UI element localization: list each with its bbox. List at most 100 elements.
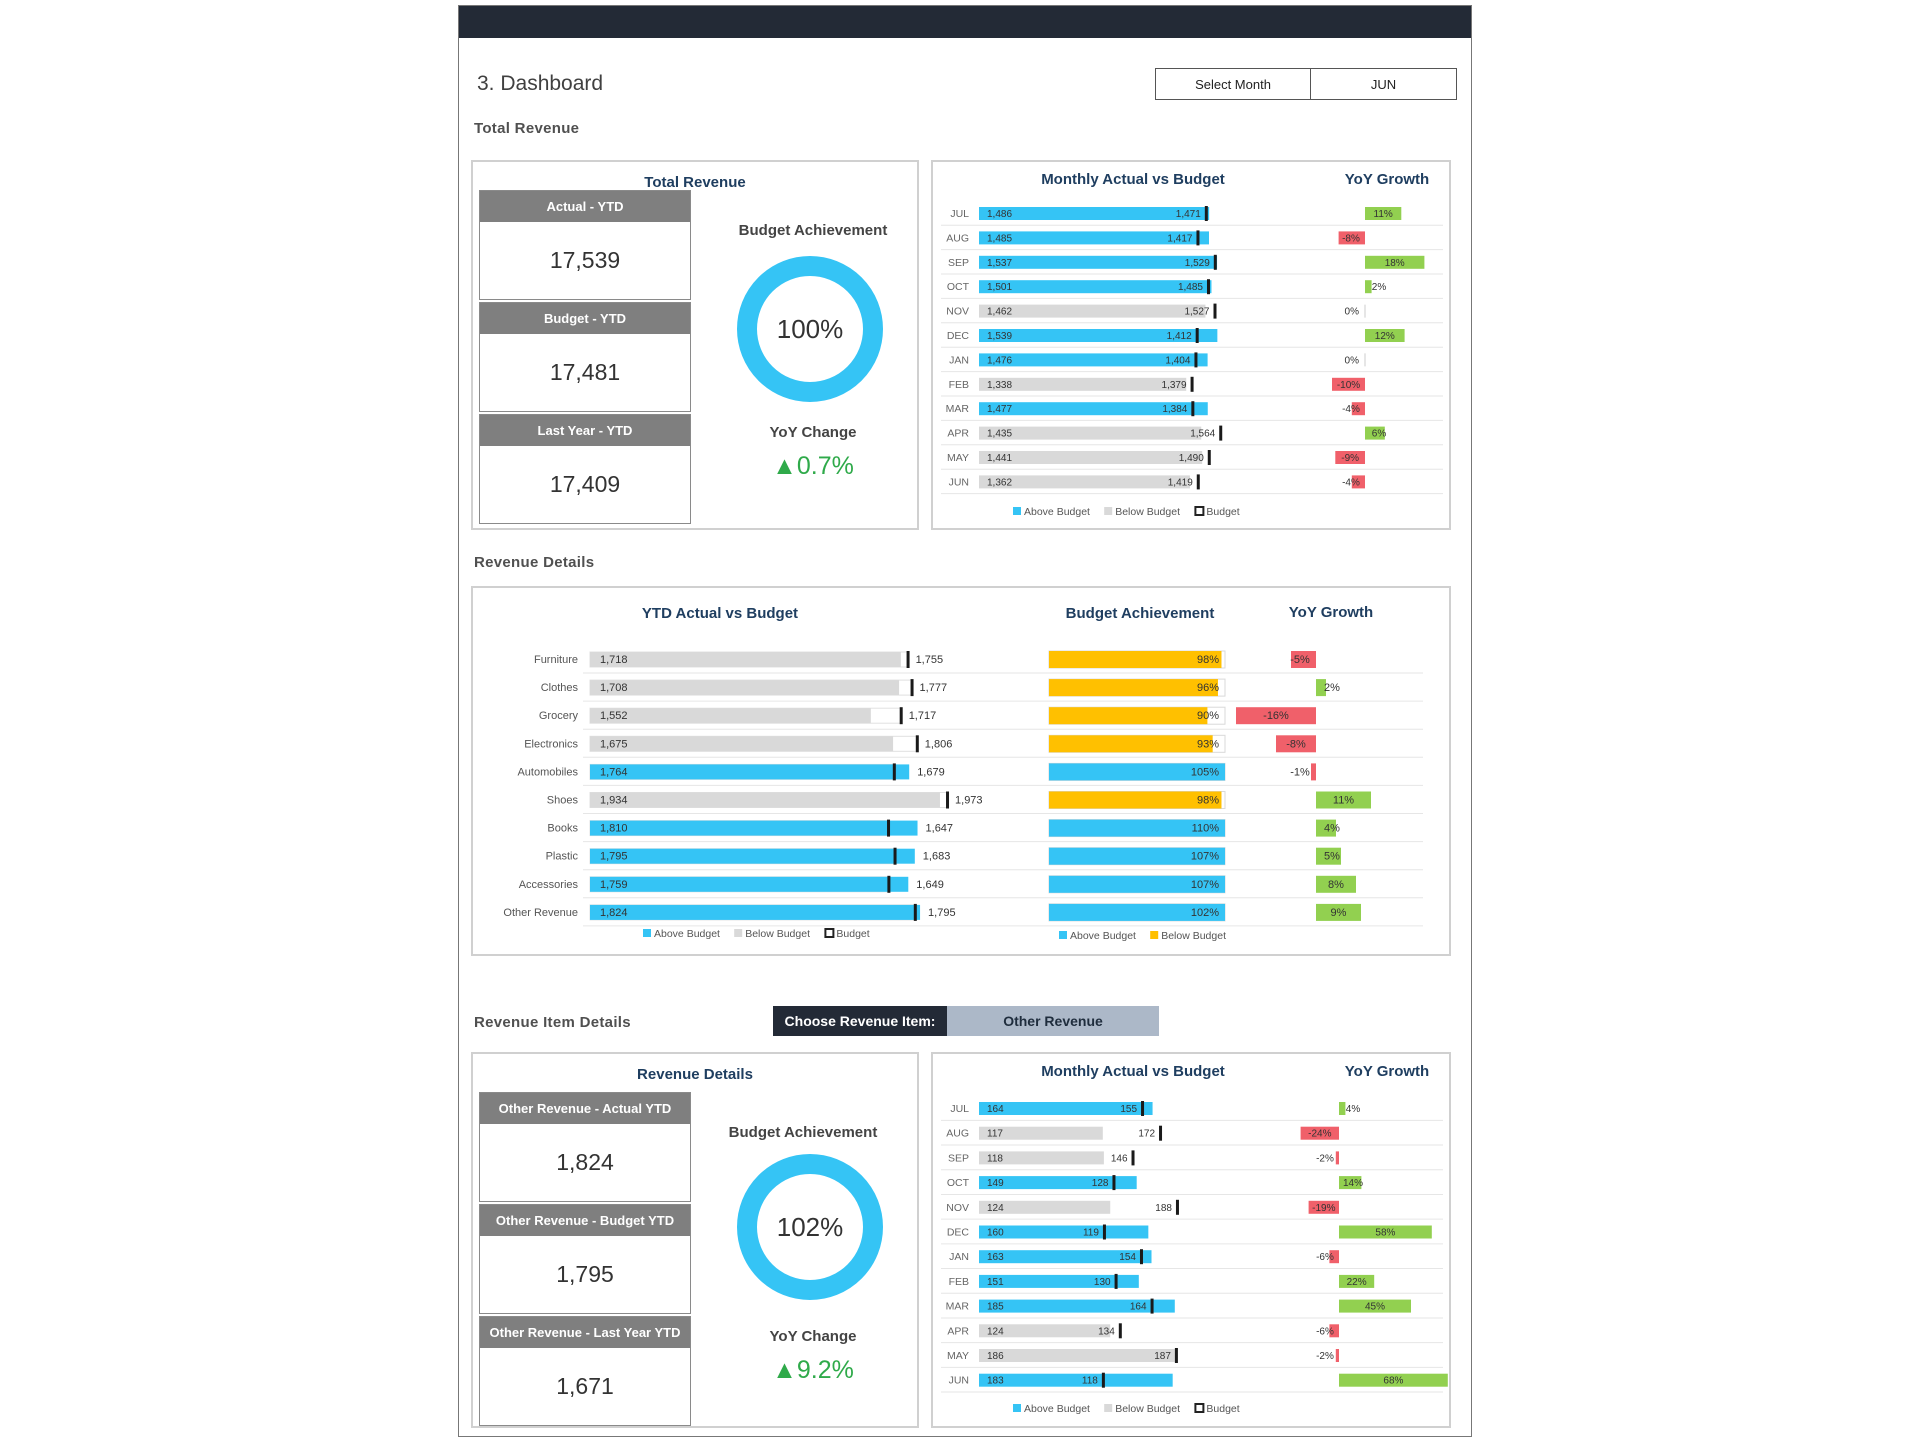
- actual-bar: [979, 207, 1210, 220]
- budget-marker: [1131, 1150, 1135, 1166]
- yoy-bar: [1316, 875, 1356, 893]
- item-yoy-change-label: YoY Change: [769, 1328, 857, 1345]
- budget-label: 1,647: [926, 823, 954, 835]
- kpi-actual-ytd: Actual - YTD 17,539: [479, 190, 691, 300]
- total-revenue-panel-title: Total Revenue: [644, 174, 746, 191]
- budget-label: 134: [1098, 1326, 1115, 1337]
- budget-marker: [1175, 1199, 1179, 1215]
- actual-bar: [590, 652, 901, 667]
- yoy-label: 11%: [1333, 795, 1354, 807]
- yoy-bar: [1316, 847, 1341, 865]
- actual-bar: [590, 764, 910, 780]
- actual-label: 1,338: [987, 380, 1012, 391]
- achievement-label: 102%: [1191, 907, 1219, 919]
- chart-title: Monthly Actual vs Budget: [1041, 171, 1225, 188]
- yoy-label: -4%: [1342, 477, 1360, 488]
- yoy-change: ▲0.7%: [713, 452, 913, 481]
- budget-marker: [1174, 1348, 1178, 1363]
- budget-marker: [1139, 1249, 1143, 1265]
- actual-bar: [979, 231, 1209, 245]
- actual-bar: [979, 1274, 1139, 1288]
- achievement-label: 105%: [1191, 766, 1219, 778]
- budget-marker: [892, 763, 896, 781]
- budget-label: 155: [1120, 1104, 1137, 1115]
- donut-ring: [737, 1154, 883, 1300]
- budget-label: 118: [1082, 1376, 1098, 1387]
- legend-label: Above Budget: [1024, 506, 1090, 518]
- month-selector[interactable]: Select Month JUN: [1155, 68, 1457, 100]
- budget-label: 1,529: [1185, 258, 1210, 269]
- select-month-value[interactable]: JUN: [1370, 76, 1397, 92]
- budget-marker: [1196, 474, 1200, 490]
- achievement-bar: [1049, 819, 1225, 837]
- section-revenue-item-details: Revenue Item Details: [474, 1014, 631, 1031]
- yoy-bar: [1291, 651, 1316, 668]
- budget-label: 164: [1130, 1302, 1147, 1313]
- legend-label: Budget: [1206, 506, 1239, 518]
- month-label: MAY: [947, 1350, 969, 1362]
- budget-marker: [1207, 450, 1211, 465]
- budget-label: 1,412: [1167, 331, 1192, 342]
- yoy-bar: [1339, 1299, 1411, 1313]
- legend-swatch: [1104, 507, 1113, 515]
- yoy-label: 11%: [1374, 209, 1393, 220]
- actual-label: 1,537: [987, 258, 1012, 269]
- budget-marker: [946, 791, 950, 809]
- budget-label: 1,490: [1179, 453, 1204, 464]
- kpi-item-budget-ytd: Other Revenue - Budget YTD 1,795: [479, 1204, 691, 1314]
- legend-swatch: [1104, 1404, 1113, 1412]
- yoy-label: 22%: [1347, 1277, 1367, 1288]
- budget-label: 1,683: [923, 851, 951, 863]
- revenue-item-chooser[interactable]: Choose Revenue Item: Other Revenue: [773, 1006, 1159, 1036]
- yoy-label: -8%: [1342, 233, 1360, 244]
- month-label: JUL: [950, 1103, 969, 1115]
- month-label: FEB: [949, 379, 969, 391]
- yoy-bar: [1351, 475, 1365, 489]
- item-revenue-panel: Revenue Details Other Revenue - Actual Y…: [471, 1052, 919, 1428]
- yoy-label: 18%: [1385, 258, 1405, 269]
- revenue-details-panel: YTD Actual vs Budget Budget Achievement Yo…: [471, 586, 1451, 956]
- select-month-label: Select Month: [1156, 69, 1311, 99]
- actual-bar: [979, 1349, 1176, 1362]
- actual-bar: [590, 680, 900, 696]
- actual-label: 1,486: [987, 209, 1012, 220]
- yoy-label: -24%: [1308, 1129, 1331, 1140]
- actual-label: 1,435: [987, 429, 1012, 440]
- budget-label: 1,649: [916, 879, 944, 891]
- month-label: APR: [947, 1325, 969, 1337]
- budget-marker: [1196, 230, 1200, 246]
- budget-label: 187: [1154, 1351, 1171, 1362]
- month-label: SEP: [948, 1152, 969, 1164]
- yoy-bar: [1339, 1102, 1346, 1115]
- yoy-label: 45%: [1365, 1302, 1385, 1313]
- actual-label: 186: [987, 1351, 1004, 1362]
- legend-label: Above Budget: [654, 928, 720, 940]
- actual-label: 1,795: [600, 851, 628, 863]
- item-yoy-change: ▲9.2%: [713, 1356, 913, 1385]
- yoy-bar: [1365, 255, 1425, 269]
- month-label: MAY: [947, 452, 969, 464]
- legend-label: Budget: [1206, 1403, 1239, 1415]
- budget-marker: [1213, 254, 1217, 270]
- achievement-label: 98%: [1197, 654, 1219, 666]
- actual-label: 1,810: [600, 823, 628, 835]
- actual-bar: [979, 475, 1190, 489]
- budget-marker: [887, 819, 891, 837]
- budget-marker: [1114, 1273, 1118, 1289]
- actual-bar: [590, 736, 894, 752]
- budget-label: 146: [1111, 1153, 1128, 1164]
- choose-revenue-item-value[interactable]: Other Revenue: [947, 1006, 1159, 1036]
- budget-label: 119: [1083, 1228, 1099, 1239]
- budget-marker: [910, 679, 914, 697]
- monthly-item-panel: Monthly Actual vs Budget YoY Growth JUL 164…: [931, 1052, 1451, 1428]
- actual-label: 151: [987, 1277, 1004, 1288]
- legend-swatch: [1194, 506, 1205, 516]
- yoy-label: 8%: [1328, 879, 1344, 891]
- category-label: Other Revenue: [503, 907, 578, 919]
- yoy-bar: [1308, 1200, 1339, 1214]
- item-yoy-change-value: 9.2%: [796, 1356, 854, 1384]
- actual-label: 1,764: [600, 766, 628, 778]
- actual-bar: [590, 848, 915, 864]
- item-budget-achievement-donut: 102%: [737, 1154, 883, 1300]
- achievement-label: 93%: [1197, 738, 1219, 750]
